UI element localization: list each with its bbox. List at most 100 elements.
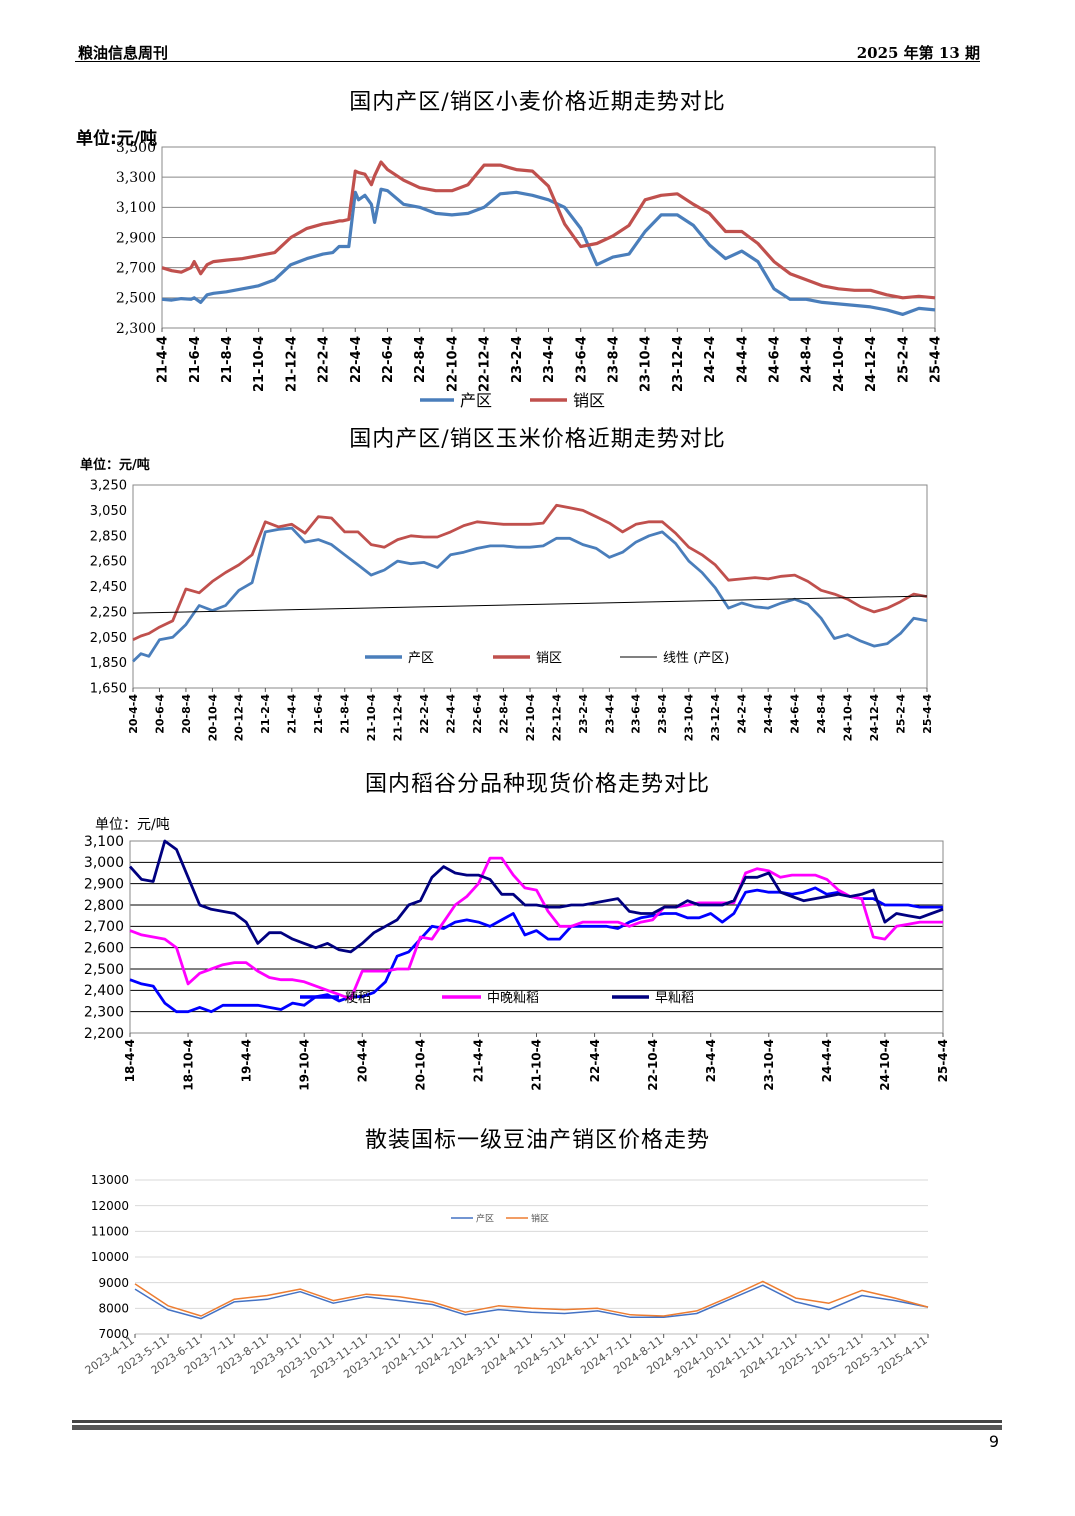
x-tick-label: 25-4-4 — [929, 336, 944, 383]
x-tick-label: 21-4-4 — [472, 1039, 486, 1082]
x-tick-label: 21-6-4 — [188, 336, 203, 383]
series-line-1 — [129, 886, 943, 1014]
x-tick-label: 23-8-4 — [606, 336, 621, 383]
legend-label: 粳稻 — [345, 991, 371, 1006]
page-number: 9 — [988, 1432, 999, 1451]
y-tick-label: 2,500 — [84, 962, 124, 978]
y-tick-label: 9000 — [98, 1276, 129, 1290]
x-tick-label: 20-4-4 — [355, 1039, 369, 1082]
x-tick-label: 21-2-4 — [259, 694, 272, 734]
unit-label: 单位：元/吨 — [95, 817, 170, 833]
y-tick-label: 12000 — [91, 1199, 129, 1213]
y-tick-label: 10000 — [91, 1250, 129, 1264]
x-tick-label: 22-10-4 — [646, 1039, 660, 1091]
footer-rule-thick — [72, 1425, 1002, 1430]
series-line-2 — [134, 1280, 929, 1317]
x-tick-label: 22-10-4 — [524, 694, 537, 742]
x-tick-label: 24-4-4 — [762, 694, 775, 734]
x-tick-label: 24-6-4 — [789, 694, 802, 734]
x-tick-label: 23-10-4 — [639, 336, 654, 392]
x-tick-label: 20-12-4 — [233, 694, 246, 742]
y-tick-label: 3,300 — [116, 170, 156, 186]
header-publication-title: 粮油信息周刊 — [78, 44, 169, 62]
chart-title-corn: 国内产区/销区玉米价格近期走势对比 — [349, 427, 726, 452]
x-tick-label: 21-4-4 — [156, 336, 171, 383]
unit-label: 单位：元/吨 — [80, 457, 150, 473]
y-tick-label: 3,250 — [90, 479, 127, 494]
x-tick-label: 24-8-4 — [815, 694, 828, 734]
x-tick-label: 21-8-4 — [339, 694, 352, 734]
legend-label: 销区 — [573, 391, 605, 410]
x-tick-label: 23-6-4 — [574, 336, 589, 383]
y-tick-label: 2,700 — [116, 261, 156, 277]
x-tick-label: 21-10-4 — [365, 694, 378, 742]
x-tick-label: 21-10-4 — [530, 1039, 544, 1091]
x-tick-label: 22-12-4 — [478, 336, 493, 392]
series-line-1 — [132, 526, 928, 663]
x-tick-label: 25-4-4 — [936, 1039, 950, 1082]
x-tick-label: 23-2-4 — [510, 336, 525, 383]
x-tick-label: 21-6-4 — [312, 694, 325, 734]
series-line-3 — [132, 595, 928, 614]
x-tick-label: 23-10-4 — [762, 1039, 776, 1091]
x-tick-label: 25-2-4 — [894, 694, 907, 734]
series-line-3 — [128, 839, 944, 954]
x-tick-label: 24-6-4 — [768, 336, 783, 383]
legend-label: 线性 (产区) — [663, 651, 729, 666]
x-tick-label: 23-4-4 — [603, 694, 616, 734]
series-line-2 — [161, 160, 936, 300]
legend-label: 早籼稻 — [655, 991, 694, 1006]
x-tick-label: 24-10-4 — [832, 336, 847, 392]
x-tick-label: 24-4-4 — [820, 1039, 834, 1082]
header-issue-number: 2025 年第 13 期 — [856, 44, 980, 62]
x-tick-label: 24-2-4 — [703, 336, 718, 383]
y-tick-label: 2,050 — [90, 631, 127, 646]
x-tick-label: 24-10-4 — [878, 1039, 892, 1091]
x-tick-label: 22-12-4 — [550, 694, 563, 742]
x-tick-label: 24-4-4 — [735, 336, 750, 383]
x-tick-label: 22-2-4 — [418, 694, 431, 734]
legend-label: 销区 — [536, 651, 562, 666]
y-tick-label: 7000 — [98, 1327, 129, 1341]
x-tick-label: 23-10-4 — [683, 694, 696, 742]
y-tick-label: 2,850 — [90, 529, 127, 544]
series-line-1 — [161, 187, 936, 316]
y-tick-label: 1,850 — [90, 656, 127, 671]
x-tick-label: 21-12-4 — [392, 694, 405, 742]
legend-label: 销区 — [531, 1212, 549, 1224]
chart-title-rice: 国内稻谷分品种现货价格走势对比 — [364, 772, 710, 797]
x-tick-label: 23-12-4 — [709, 694, 722, 742]
x-tick-label: 22-8-4 — [497, 694, 510, 734]
series-line-2 — [132, 503, 928, 642]
y-tick-label: 2,500 — [116, 291, 156, 307]
x-tick-label: 22-4-4 — [588, 1039, 602, 1082]
y-tick-label: 2,300 — [116, 321, 156, 337]
y-tick-label: 2,800 — [84, 898, 124, 914]
y-tick-label: 8000 — [98, 1302, 129, 1316]
y-tick-label: 3,100 — [116, 200, 156, 216]
x-tick-label: 22-6-4 — [381, 336, 396, 383]
x-tick-label: 24-12-4 — [864, 336, 879, 392]
x-tick-label: 23-4-4 — [542, 336, 557, 383]
chart-title-soyoil: 散装国标一级豆油产销区价格走势 — [364, 1128, 710, 1153]
x-tick-label: 19-4-4 — [239, 1039, 253, 1082]
footer-rule-thin — [72, 1420, 1002, 1423]
x-tick-label: 22-8-4 — [413, 336, 428, 383]
y-tick-label: 3,100 — [84, 834, 124, 850]
x-tick-label: 20-8-4 — [180, 694, 193, 734]
y-tick-label: 2,700 — [84, 919, 124, 935]
x-tick-label: 20-10-4 — [414, 1039, 428, 1091]
x-tick-label: 24-12-4 — [868, 694, 881, 742]
y-tick-label: 2,300 — [84, 1005, 124, 1021]
chart-title-wheat: 国内产区/销区小麦价格近期走势对比 — [349, 90, 726, 115]
x-tick-label: 20-10-4 — [206, 694, 219, 742]
chart-soyoil: 700080009000100001100012000130002023-4-1… — [83, 1173, 930, 1381]
y-tick-label: 3,050 — [90, 504, 127, 519]
chart-corn: 1,650 1,850 2,050 2,250 2,450 2,650 2,850 3,050… — [80, 457, 934, 742]
x-tick-label: 20-6-4 — [153, 694, 166, 734]
y-tick-label: 3,000 — [84, 855, 124, 871]
chart-rice: 2,200 2,300 2,400 2,500 2,600 2,700 2,800 2,900… — [84, 817, 950, 1091]
x-tick-label: 22-10-4 — [445, 336, 460, 392]
y-tick-label: 2,900 — [116, 230, 156, 246]
unit-label: 单位:元/吨 — [76, 128, 157, 149]
